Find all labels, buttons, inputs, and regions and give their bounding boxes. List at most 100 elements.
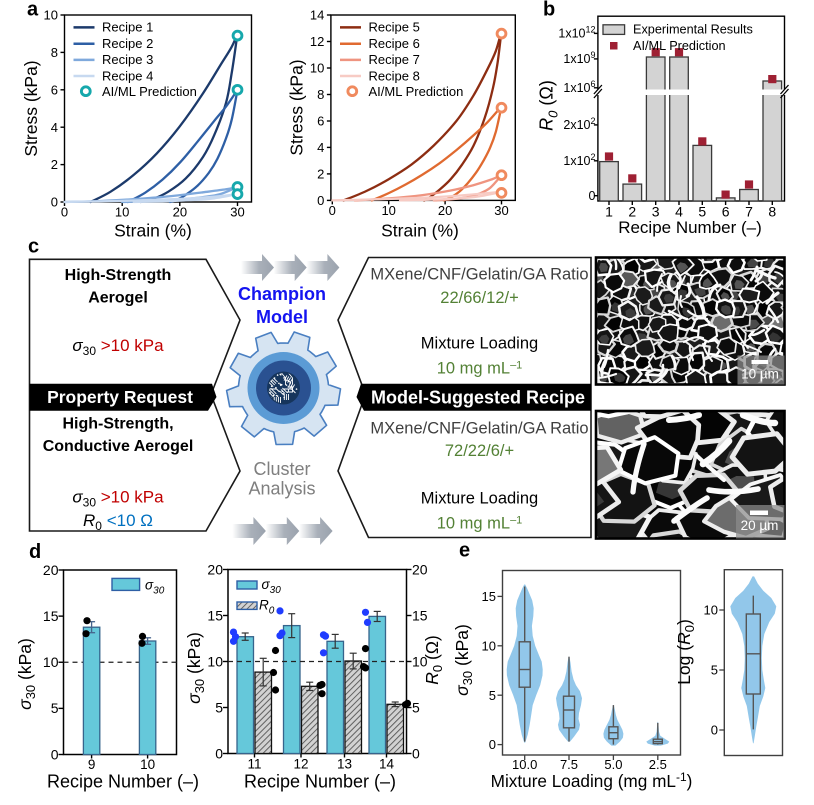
svg-text:10: 10 xyxy=(381,203,395,218)
svg-text:Recipe 8: Recipe 8 xyxy=(369,68,420,83)
svg-text:10: 10 xyxy=(140,757,155,772)
svg-text:0: 0 xyxy=(329,203,336,218)
svg-text:6: 6 xyxy=(51,82,58,97)
svg-text:a: a xyxy=(27,0,39,20)
svg-text:72/22/6/+: 72/22/6/+ xyxy=(445,442,514,460)
svg-text:5: 5 xyxy=(698,204,706,220)
svg-text:MXene/CNF/Gelatin/GA Ratio: MXene/CNF/Gelatin/GA Ratio xyxy=(370,420,588,438)
svg-text:30: 30 xyxy=(494,203,508,218)
svg-text:10: 10 xyxy=(704,603,718,618)
svg-text:15: 15 xyxy=(207,607,223,623)
svg-text:0: 0 xyxy=(711,723,718,738)
svg-text:10: 10 xyxy=(207,653,223,669)
svg-text:1: 1 xyxy=(605,204,613,220)
svg-text:σ30 (kPa): σ30 (kPa) xyxy=(452,624,475,696)
svg-text:11: 11 xyxy=(247,757,261,772)
svg-text:20: 20 xyxy=(412,561,428,577)
svg-text:Recipe Number (–): Recipe Number (–) xyxy=(618,218,762,237)
svg-text:Recipe 5: Recipe 5 xyxy=(369,20,420,35)
svg-text:10: 10 xyxy=(43,654,59,670)
svg-text:6: 6 xyxy=(722,204,730,220)
svg-text:AI/ML Prediction: AI/ML Prediction xyxy=(102,84,197,99)
svg-text:2: 2 xyxy=(51,157,58,172)
svg-text:Stress (kPa): Stress (kPa) xyxy=(21,60,41,156)
svg-text:5: 5 xyxy=(489,688,496,703)
svg-text:1x102: 1x102 xyxy=(563,152,595,168)
svg-text:2.5: 2.5 xyxy=(649,757,667,772)
svg-text:20: 20 xyxy=(207,561,223,577)
svg-text:Aerogel: Aerogel xyxy=(88,290,148,307)
svg-text:10 mg mL–1: 10 mg mL–1 xyxy=(437,360,523,378)
svg-text:10: 10 xyxy=(412,653,428,669)
svg-text:c: c xyxy=(28,235,39,257)
svg-text:4: 4 xyxy=(317,140,324,155)
svg-text:5: 5 xyxy=(412,699,420,715)
svg-text:7.5: 7.5 xyxy=(560,757,578,772)
svg-text:7: 7 xyxy=(745,204,753,220)
svg-text:Recipe Number (–): Recipe Number (–) xyxy=(47,772,199,792)
svg-text:13: 13 xyxy=(337,757,352,772)
svg-text:5: 5 xyxy=(51,700,59,716)
svg-text:15: 15 xyxy=(412,607,428,623)
svg-text:5: 5 xyxy=(215,699,223,715)
svg-text:Mixture Loading: Mixture Loading xyxy=(421,490,538,508)
svg-text:Cluster: Cluster xyxy=(253,459,310,479)
svg-text:0: 0 xyxy=(51,746,59,762)
svg-text:Property Request: Property Request xyxy=(47,387,193,407)
svg-text:20: 20 xyxy=(43,562,59,578)
svg-text:Strain (%): Strain (%) xyxy=(114,221,192,241)
svg-text:σ30 (kPa): σ30 (kPa) xyxy=(15,638,38,710)
svg-text:1x106: 1x106 xyxy=(563,79,595,95)
svg-text:Stress (kPa): Stress (kPa) xyxy=(287,59,307,155)
svg-text:b: b xyxy=(543,0,555,20)
svg-text:Experimental Results: Experimental Results xyxy=(633,22,753,36)
svg-text:Recipe Number (–): Recipe Number (–) xyxy=(244,772,396,792)
svg-text:8: 8 xyxy=(317,87,324,102)
svg-text:Champion: Champion xyxy=(238,284,326,304)
svg-text:15: 15 xyxy=(482,589,496,604)
svg-text:e: e xyxy=(459,540,470,562)
svg-text:Recipe 4: Recipe 4 xyxy=(102,68,153,83)
svg-text:2: 2 xyxy=(628,204,636,220)
svg-text:Recipe 6: Recipe 6 xyxy=(369,36,420,51)
svg-text:σ30 >10 kPa: σ30 >10 kPa xyxy=(72,488,164,510)
svg-text:10 µm: 10 µm xyxy=(741,367,779,382)
svg-text:10: 10 xyxy=(44,8,58,23)
svg-text:14: 14 xyxy=(379,757,395,772)
svg-text:4: 4 xyxy=(675,204,683,220)
svg-text:Log (R0): Log (R0) xyxy=(674,619,697,685)
svg-text:AI/ML Prediction: AI/ML Prediction xyxy=(633,39,726,53)
svg-text:R0 <10 Ω: R0 <10 Ω xyxy=(83,511,153,533)
svg-text:30: 30 xyxy=(230,205,244,220)
svg-text:0: 0 xyxy=(317,193,324,208)
svg-text:0: 0 xyxy=(412,745,420,761)
svg-text:5: 5 xyxy=(711,663,718,678)
svg-text:1x109: 1x109 xyxy=(563,50,595,66)
svg-text:8: 8 xyxy=(51,45,58,60)
svg-text:Recipe 1: Recipe 1 xyxy=(102,20,153,35)
svg-text:σ30 >10 kPa: σ30 >10 kPa xyxy=(72,336,164,358)
svg-text:High-Strength: High-Strength xyxy=(65,267,172,284)
svg-text:15: 15 xyxy=(43,608,59,624)
svg-text:Model-Suggested Recipe: Model-Suggested Recipe xyxy=(371,388,585,408)
svg-text:3: 3 xyxy=(652,204,660,220)
svg-text:AI/ML Prediction: AI/ML Prediction xyxy=(369,84,464,99)
svg-text:Strain (%): Strain (%) xyxy=(381,221,459,241)
svg-text:12: 12 xyxy=(310,34,324,49)
svg-text:Model: Model xyxy=(256,307,308,327)
svg-text:14: 14 xyxy=(310,8,324,23)
svg-text:0: 0 xyxy=(589,189,596,203)
svg-text:6: 6 xyxy=(317,114,324,129)
svg-text:High-Strength,: High-Strength, xyxy=(62,416,173,433)
svg-text:5.0: 5.0 xyxy=(604,757,622,772)
svg-text:10: 10 xyxy=(482,638,496,653)
svg-text:σ30 (kPa): σ30 (kPa) xyxy=(184,632,207,704)
svg-text:Recipe 2: Recipe 2 xyxy=(102,36,153,51)
svg-text:Analysis: Analysis xyxy=(248,479,315,499)
svg-text:Mixture Loading (mg mL-1): Mixture Loading (mg mL-1) xyxy=(491,770,693,791)
svg-text:10.0: 10.0 xyxy=(512,757,537,772)
svg-text:2: 2 xyxy=(317,167,324,182)
svg-text:0: 0 xyxy=(51,195,58,210)
svg-text:10: 10 xyxy=(115,205,129,220)
svg-text:4: 4 xyxy=(51,120,58,135)
